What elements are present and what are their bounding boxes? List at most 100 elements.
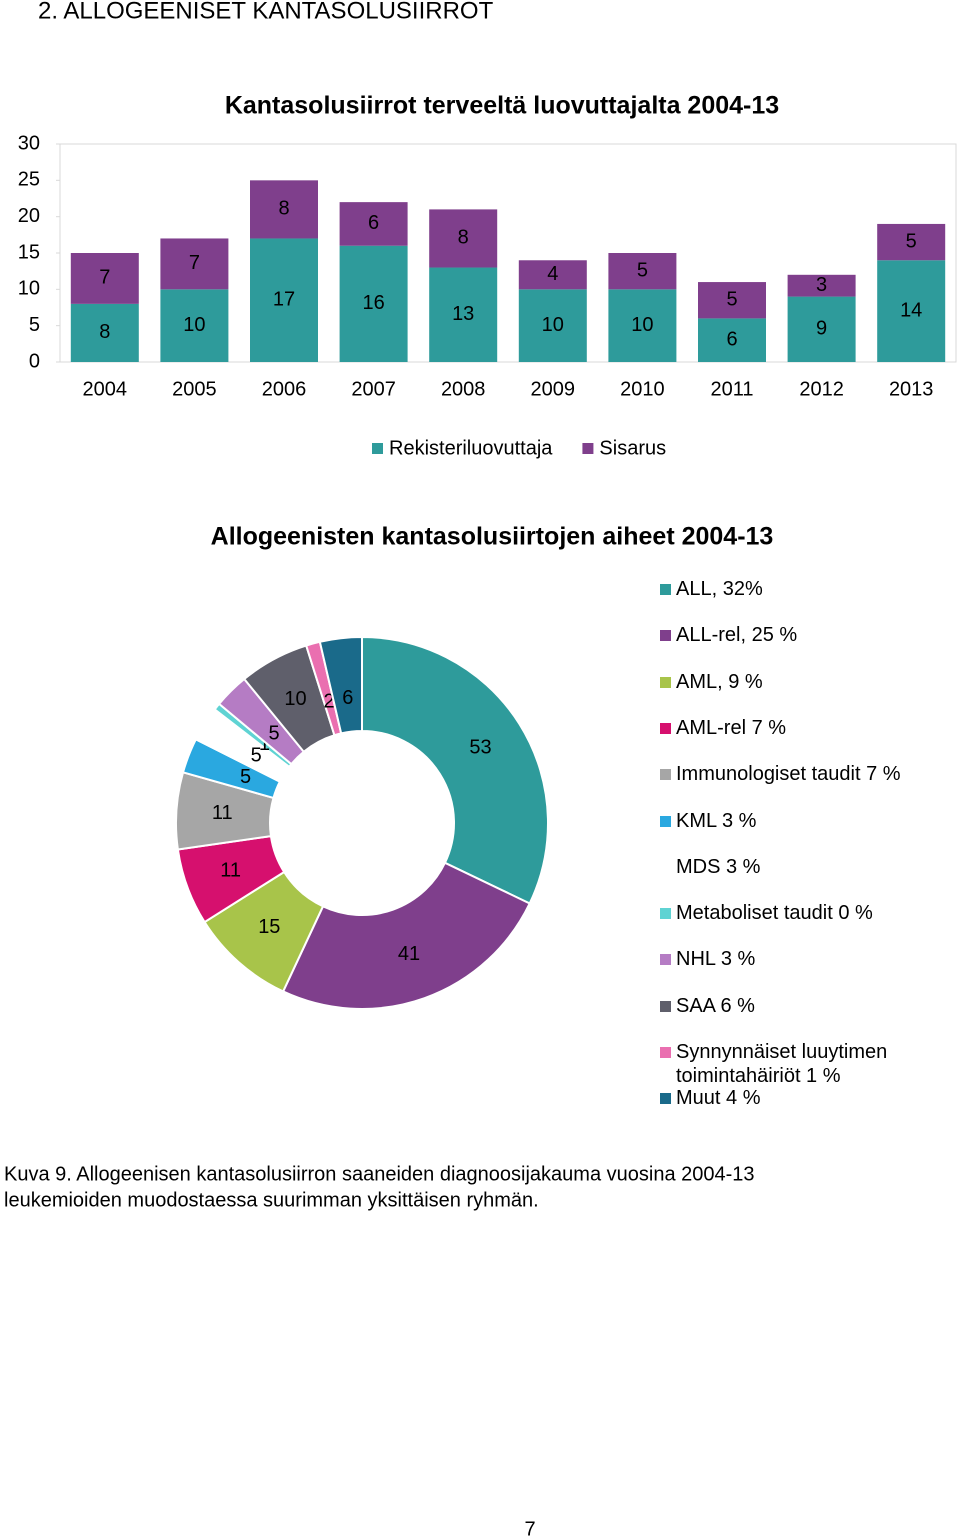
legend-label: Metaboliset taudit 0 %: [676, 902, 873, 925]
data-label: 6: [726, 328, 737, 350]
data-label: 1: [259, 733, 270, 755]
legend-swatch: [660, 630, 671, 642]
bar-segment: [250, 238, 318, 362]
data-label: 13: [452, 303, 474, 325]
data-label: 15: [258, 916, 280, 938]
data-label: 11: [220, 860, 241, 882]
bar-segment: [698, 282, 766, 319]
caption-line: leukemioiden muodostaessa suurimman yksi…: [4, 1189, 539, 1211]
caption-line: Kuva 9. Allogeenisen kantasolusiirron sa…: [4, 1163, 755, 1185]
data-label: 14: [900, 299, 922, 321]
x-tick-label: 2012: [799, 378, 844, 400]
legend-label: KML 3 %: [676, 809, 757, 832]
legend-label: Synnynnäiset luuytimen toimintahäiriöt 1…: [676, 1041, 888, 1087]
legend-swatch: [660, 815, 671, 827]
legend-swatch: [660, 1000, 671, 1012]
x-tick-label: 2005: [172, 378, 217, 400]
data-label: 5: [906, 230, 917, 252]
chart-title: Allogeenisten kantasolusiirtojen aiheet …: [211, 523, 774, 551]
x-tick-label: 2010: [620, 378, 665, 400]
bar-segment: [160, 238, 229, 290]
data-label: 5: [251, 745, 262, 767]
heading: 2. ALLOGEENISET KANTASOLUSIIRROT: [38, 0, 494, 24]
data-label: 11: [212, 802, 233, 824]
data-label: 3: [816, 274, 827, 296]
data-label: 2: [324, 691, 335, 713]
bar-segment: [429, 267, 498, 362]
x-tick-label: 2006: [262, 378, 307, 400]
data-label: 8: [99, 321, 110, 343]
x-tick-label: 2007: [351, 378, 396, 400]
y-tick-label: 30: [18, 132, 40, 154]
y-tick-label: 5: [29, 314, 40, 336]
data-label: 8: [278, 198, 289, 220]
legend-label: NHL 3 %: [676, 948, 756, 971]
chart-title: Kantasolusiirrot terveeltä luovuttajalta…: [225, 92, 779, 120]
x-tick-label: 2013: [889, 378, 934, 400]
bar-segment: [339, 202, 408, 246]
data-label: 17: [273, 289, 295, 311]
legend-swatch: [660, 908, 671, 920]
data-label: 10: [183, 314, 205, 336]
data-label: 7: [99, 267, 110, 289]
legend-swatch: [660, 1047, 671, 1058]
donut-slice: [281, 861, 532, 1010]
donut-slice: [361, 635, 549, 905]
y-tick-label: 20: [18, 205, 40, 227]
bar-segment: [250, 180, 318, 239]
bar-segment: [429, 209, 498, 268]
bar-segment: [518, 289, 587, 362]
bar-segment: [518, 260, 587, 290]
x-tick-label: 2008: [441, 378, 486, 400]
y-tick-label: 15: [18, 241, 40, 263]
bar-segment: [608, 253, 677, 290]
legend-label: AML, 9 %: [676, 670, 763, 693]
y-tick-label: 10: [18, 278, 40, 300]
donut-slice: [318, 635, 363, 735]
bar-segment: [160, 289, 229, 362]
bar-segment: [877, 260, 946, 362]
data-label: 4: [547, 263, 558, 285]
legend-label: Rekisteriluovuttaja: [389, 437, 553, 459]
x-tick-label: 2011: [710, 378, 753, 400]
legend-swatch: [660, 676, 671, 688]
data-label: 8: [458, 227, 469, 249]
legend-swatch: [660, 954, 671, 966]
bar-segment: [608, 289, 677, 362]
bar-segment: [70, 253, 139, 304]
bar-segment: [787, 274, 856, 297]
data-label: 10: [284, 688, 306, 710]
data-label: 6: [368, 212, 379, 234]
legend-label: Muut 4 %: [676, 1087, 761, 1110]
legend-label: ALL, 32%: [676, 578, 763, 600]
bar-segment: [787, 296, 856, 362]
y-tick-label: 0: [29, 350, 40, 372]
legend-swatch: [660, 1093, 671, 1105]
data-label: 6: [342, 687, 353, 709]
bar-segment: [339, 245, 408, 362]
x-tick-label: 2009: [531, 378, 576, 400]
data-label: 5: [240, 766, 251, 788]
legend-swatch: [660, 769, 671, 781]
page-number: 7: [524, 1518, 535, 1539]
data-label: 5: [268, 722, 279, 744]
bar-segment: [877, 223, 946, 261]
data-label: 10: [631, 314, 653, 336]
legend-label: SAA 6 %: [676, 994, 755, 1017]
data-label: 41: [398, 943, 420, 965]
legend-label: ALL-rel, 25 %: [676, 624, 798, 647]
legend-label: Sisarus: [599, 437, 666, 459]
data-label: 53: [469, 737, 491, 759]
data-label: 5: [726, 289, 737, 311]
legend-label: MDS 3 %: [676, 855, 761, 878]
legend-swatch: [660, 722, 671, 734]
legend-swatch: [660, 861, 671, 873]
legend-label: Immunologiset taudit 7 %: [676, 763, 901, 786]
data-label: 16: [362, 292, 384, 314]
legend-swatch: [372, 443, 383, 454]
legend-swatch: [582, 443, 594, 454]
legend-swatch: [660, 584, 671, 595]
data-label: 5: [637, 259, 648, 281]
